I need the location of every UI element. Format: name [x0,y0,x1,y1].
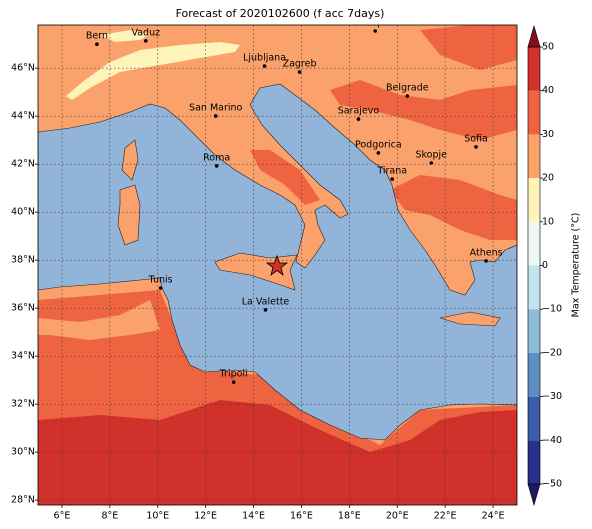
y-tick-label: 30°N [11,447,35,458]
colorbar-tick-label: 0 [542,260,548,271]
axes: 6°E 8°E 10°E 12°E 14°E 16°E 18°E 20°E 22°E 24°E 28… [11,63,504,522]
city-dot [143,39,148,43]
city-dot [373,29,378,33]
x-tick-label: 22°E [434,511,457,522]
colorbar-over [527,24,541,48]
colorbar-segment [528,134,540,179]
y-tick-label: 32°N [11,399,35,410]
alpine-cool [66,42,240,100]
colorbar-segment [528,47,540,91]
city-label: Ljubljana [243,53,286,64]
y-tick-label: 40°N [11,207,35,218]
map-frame [37,24,518,506]
city-label: Tirana [376,166,407,177]
colorbar-tick-label: −50 [542,479,562,490]
colorbar-label: Max Temperature (°C) [571,213,582,318]
city-label: Skopje [415,150,447,161]
x-tick-label: 6°E [54,511,71,522]
city-dot [356,117,361,121]
island [117,184,141,246]
city-label: Budapest [353,18,398,29]
city-label: Tunis [148,275,173,286]
y-tick-label: 36°N [11,303,35,314]
city-dot [213,114,218,118]
africa-light [38,300,160,340]
x-tick-label: 10°E [146,511,169,522]
colorbar-segment [528,221,540,266]
y-tick-label: 46°N [11,63,35,74]
y-tick-label: 42°N [11,159,35,170]
colorbar-segment [528,265,540,310]
colorbar-segment [528,352,540,397]
colorbar-tick-label: −20 [542,347,562,358]
warm-patch [330,80,517,140]
x-tick-label: 16°E [290,511,313,522]
colorbar-segment [528,90,540,135]
alpine-cool [100,30,150,42]
y-tick-label: 38°N [11,255,35,266]
city-dot [263,308,268,312]
city-dot [429,161,434,165]
warm-patch [390,175,517,240]
city-label: Bern [86,31,108,42]
y-tick-label: 28°N [11,495,35,506]
colorbar-segment [528,309,540,353]
city-dot [474,145,478,149]
city-dot [297,70,302,74]
colorbar-tick-label: 50 [542,42,554,53]
x-tick-label: 24°E [482,511,505,522]
city-label: Zagreb [283,59,317,70]
y-tick-label: 34°N [11,351,35,362]
city-label: Sarajevo [338,106,380,117]
star-marker [265,254,289,277]
colorbar-tick-label: 10 [542,216,554,227]
colorbar-under [527,483,541,507]
x-tick-label: 20°E [386,511,409,522]
city-label: Tripoli [219,369,248,380]
colorbar-segment [528,396,540,441]
city-dot [262,64,267,68]
city-dot [214,164,219,168]
city-label: Athens [470,247,503,258]
city-dot [95,42,99,46]
x-tick-label: 8°E [101,511,118,522]
city-dot [376,151,381,155]
city-dot [484,259,488,263]
graticule [38,25,517,505]
island [439,311,501,327]
title: Forecast of 2020102600 (f acc 7days) [176,7,385,20]
island [121,139,139,181]
city-label: Belgrade [386,83,429,94]
city-dot [390,177,395,181]
colorbar-tick-label: −30 [542,391,562,402]
colorbar-segment [528,178,540,222]
warm-patch [420,25,517,70]
x-tick-label: 12°E [194,511,217,522]
colorbar: −50 −40 −30 −20 −10 0 10 20 30 40 50 [527,24,562,507]
colorbar-tick-label: 40 [542,85,554,96]
city-label: La Valette [242,296,290,307]
colorbar-tick-label: 30 [542,129,554,140]
y-tick-label: 44°N [11,111,35,122]
city-label: Podgorica [355,139,402,150]
x-tick-label: 14°E [242,511,265,522]
city-dot [158,286,163,290]
colorbar-tick-label: −10 [542,304,562,315]
x-tick-label: 18°E [338,511,361,522]
colorbar-segment [528,440,540,484]
city-label: Sofia [464,133,488,144]
colorbar-tick-label: 20 [542,173,554,184]
city-dot [405,94,410,98]
warm-patch [250,150,320,205]
city-dot [231,380,236,384]
city-label: Vaduz [131,27,160,38]
colorbar-tick-label: −40 [542,435,562,446]
city-label: Roma [203,152,230,163]
city-label: San Marino [189,102,242,113]
